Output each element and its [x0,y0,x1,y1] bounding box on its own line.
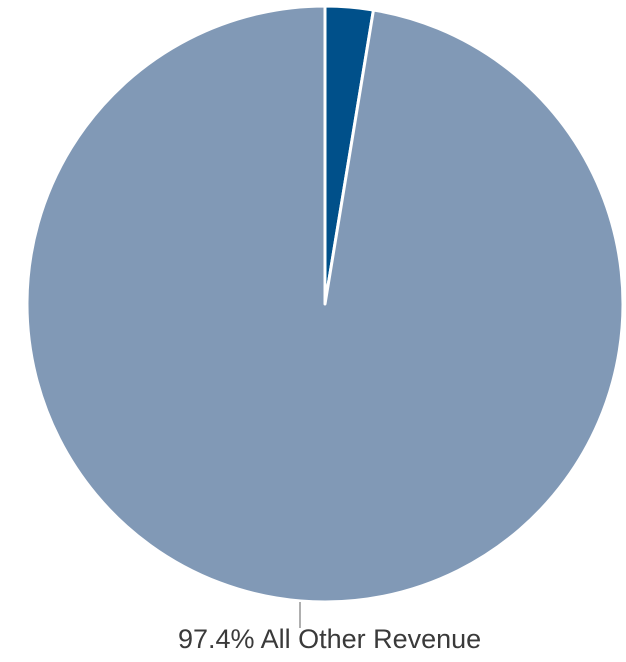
pie-slice-1 [25,4,625,604]
data-label-all-other-revenue: 97.4% All Other Revenue [178,624,481,654]
pie-slices [25,4,625,604]
